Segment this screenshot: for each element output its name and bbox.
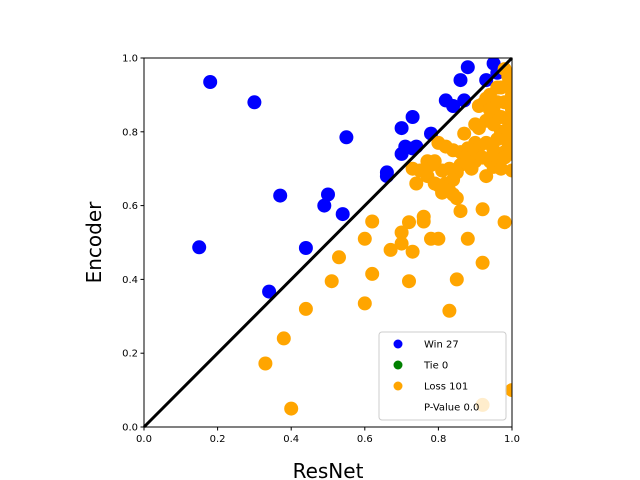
data-point bbox=[475, 255, 490, 270]
chart-markers bbox=[192, 58, 512, 416]
plot-area-frame bbox=[143, 57, 513, 428]
data-point bbox=[324, 274, 339, 289]
x-tick-label: 1.0 bbox=[504, 434, 520, 445]
legend-marker bbox=[393, 360, 403, 370]
data-point bbox=[321, 187, 335, 202]
data-point bbox=[357, 231, 372, 246]
data-point bbox=[284, 401, 299, 416]
legend-marker bbox=[393, 339, 403, 349]
x-tick-label: 0.8 bbox=[430, 434, 446, 445]
y-tick-label: 0.8 bbox=[122, 127, 138, 138]
data-point bbox=[273, 188, 288, 203]
data-point bbox=[479, 73, 494, 88]
data-point bbox=[298, 301, 313, 316]
data-point bbox=[409, 139, 424, 154]
x-tick-label: 0.2 bbox=[210, 434, 226, 445]
legend-marker bbox=[393, 381, 403, 391]
data-point bbox=[442, 303, 457, 318]
data-point bbox=[490, 132, 505, 147]
data-point bbox=[379, 169, 394, 184]
data-point bbox=[365, 214, 380, 229]
data-point bbox=[471, 121, 486, 136]
legend-box bbox=[378, 331, 507, 421]
data-point bbox=[494, 80, 508, 95]
y-axis-ticks: 0.0 0.2 0.4 0.6 0.8 1.0 bbox=[122, 54, 144, 434]
x-tick-label: 0.4 bbox=[283, 434, 299, 445]
x-tick-label: 0.0 bbox=[136, 434, 152, 445]
data-point bbox=[497, 215, 512, 230]
y-tick-label: 0.0 bbox=[122, 423, 138, 434]
data-point bbox=[449, 191, 464, 206]
data-point bbox=[365, 266, 380, 281]
data-point bbox=[402, 274, 416, 289]
x-tick-label: 0.6 bbox=[357, 434, 373, 445]
legend-label: P-Value 0.0 bbox=[424, 403, 479, 414]
data-point bbox=[394, 225, 409, 240]
data-point bbox=[402, 215, 416, 230]
data-point bbox=[357, 296, 372, 311]
data-point bbox=[339, 130, 354, 145]
data-point bbox=[501, 69, 512, 84]
data-point bbox=[431, 231, 446, 246]
data-point bbox=[247, 95, 262, 110]
data-point bbox=[394, 236, 409, 251]
data-point bbox=[405, 244, 420, 259]
data-point bbox=[446, 99, 461, 113]
data-point bbox=[262, 284, 277, 299]
legend-label: Tie 0 bbox=[423, 361, 448, 372]
data-point bbox=[317, 198, 332, 213]
data-point bbox=[449, 272, 464, 287]
data-point bbox=[457, 126, 472, 141]
data-point bbox=[460, 60, 475, 75]
data-point bbox=[409, 176, 424, 191]
legend-label: Loss 101 bbox=[424, 382, 468, 393]
data-point bbox=[505, 383, 512, 398]
y-tick-label: 1.0 bbox=[122, 54, 138, 65]
x-axis-ticks: 0.0 0.2 0.4 0.6 0.8 1.0 bbox=[136, 427, 520, 445]
data-point bbox=[276, 331, 291, 346]
data-point bbox=[258, 356, 273, 371]
data-point bbox=[435, 180, 450, 195]
diagonal-reference-line bbox=[142, 56, 514, 429]
data-point bbox=[460, 231, 475, 246]
data-point bbox=[486, 117, 501, 132]
data-point bbox=[298, 241, 313, 255]
data-point bbox=[416, 214, 431, 229]
data-point bbox=[475, 202, 490, 217]
data-point bbox=[453, 204, 468, 219]
data-point bbox=[335, 207, 350, 222]
data-point bbox=[475, 150, 490, 165]
data-point bbox=[505, 102, 512, 117]
y-tick-label: 0.2 bbox=[122, 349, 138, 360]
data-point bbox=[383, 242, 398, 257]
legend-label: Win 27 bbox=[424, 340, 459, 351]
data-point bbox=[497, 150, 512, 165]
data-point bbox=[482, 102, 497, 117]
data-point bbox=[405, 110, 420, 124]
data-point bbox=[453, 73, 468, 88]
x-axis-title: ResNet bbox=[293, 459, 364, 480]
data-point bbox=[494, 161, 508, 176]
data-point bbox=[505, 113, 512, 128]
data-point bbox=[203, 75, 218, 89]
data-point bbox=[332, 250, 346, 265]
y-axis-title: Encoder bbox=[82, 201, 106, 284]
legend: Win 27 Tie 0 Loss 101 P-Value 0.0 bbox=[378, 331, 507, 421]
y-tick-label: 0.4 bbox=[122, 275, 138, 286]
data-point bbox=[192, 240, 207, 255]
data-point bbox=[394, 121, 409, 136]
data-point bbox=[427, 154, 442, 169]
y-tick-label: 0.6 bbox=[122, 201, 138, 212]
data-point bbox=[479, 135, 494, 150]
